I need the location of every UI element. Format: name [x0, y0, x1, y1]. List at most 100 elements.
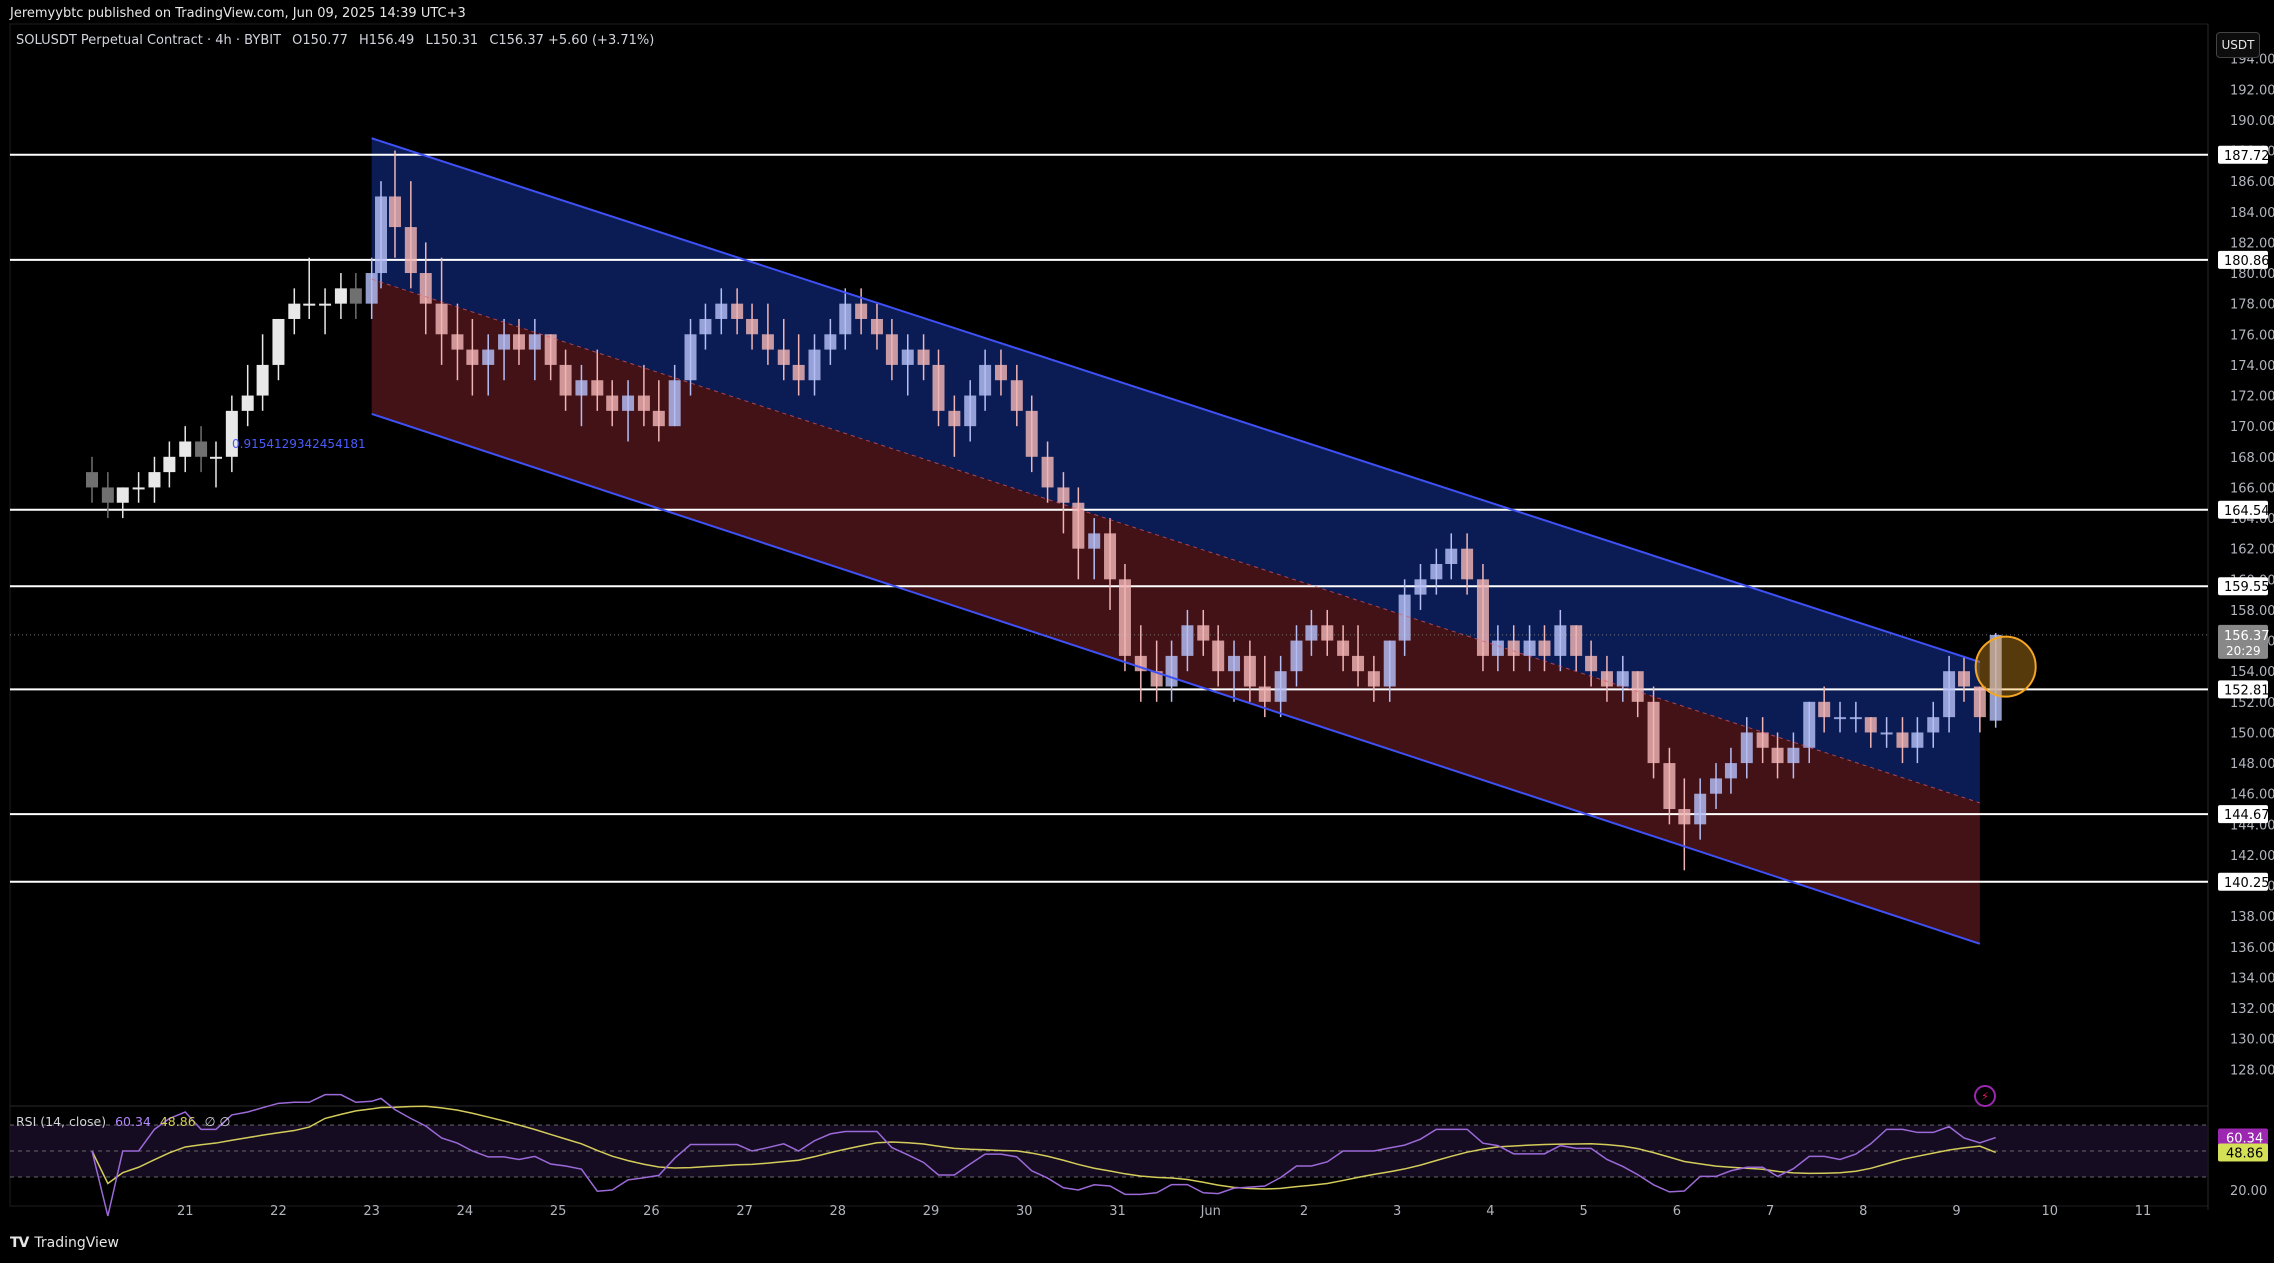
candle-body[interactable] — [1337, 640, 1350, 656]
candle-body[interactable] — [731, 303, 744, 319]
candle-body[interactable] — [715, 303, 728, 319]
candle-body[interactable] — [288, 303, 301, 319]
candle-body[interactable] — [792, 364, 805, 381]
candle-body[interactable] — [1430, 564, 1443, 580]
candle-body[interactable] — [1864, 717, 1877, 733]
candle-body[interactable] — [466, 349, 479, 365]
candle-body[interactable] — [1600, 671, 1613, 687]
candle-body[interactable] — [1943, 671, 1956, 718]
candle-body[interactable] — [241, 395, 254, 411]
candle-body[interactable] — [1911, 732, 1924, 748]
candle-body[interactable] — [591, 380, 604, 396]
candle-body[interactable] — [1445, 548, 1458, 564]
candle-body[interactable] — [1880, 732, 1893, 735]
candle-body[interactable] — [1570, 625, 1583, 656]
candle-body[interactable] — [1258, 686, 1271, 702]
rsi-name[interactable]: RSI (14, close) — [16, 1114, 107, 1129]
candle-body[interactable] — [1476, 579, 1489, 656]
candle-body[interactable] — [1367, 671, 1380, 687]
candle-body[interactable] — [1181, 625, 1194, 656]
candle-body[interactable] — [1818, 701, 1831, 718]
candle-body[interactable] — [319, 303, 332, 306]
candle-body[interactable] — [1118, 579, 1131, 656]
candle-body[interactable] — [225, 410, 238, 457]
candle-body[interactable] — [932, 364, 945, 411]
candle-body[interactable] — [839, 303, 852, 335]
candle-body[interactable] — [1523, 640, 1536, 656]
candle-body[interactable] — [575, 380, 588, 396]
candle-body[interactable] — [761, 334, 774, 350]
candle-body[interactable] — [528, 334, 541, 350]
candle-body[interactable] — [1072, 502, 1085, 549]
candle-body[interactable] — [1927, 717, 1940, 733]
candle-body[interactable] — [375, 196, 388, 274]
rsi-line[interactable] — [91, 1093, 1996, 1217]
candle-body[interactable] — [1104, 533, 1117, 580]
candle-body[interactable] — [684, 334, 697, 381]
candle-body[interactable] — [1740, 732, 1753, 764]
candle-body[interactable] — [498, 334, 511, 350]
candle-body[interactable] — [1165, 655, 1178, 687]
candle-body[interactable] — [435, 303, 448, 335]
candle-body[interactable] — [1694, 793, 1707, 825]
candle-body[interactable] — [419, 273, 432, 304]
candle-body[interactable] — [1197, 625, 1210, 641]
candle-body[interactable] — [901, 349, 914, 365]
candle-body[interactable] — [1710, 778, 1723, 794]
candle-body[interactable] — [1756, 732, 1769, 748]
candle-body[interactable] — [1041, 456, 1054, 488]
candle-body[interactable] — [1414, 579, 1427, 595]
candle-body[interactable] — [637, 395, 650, 411]
candle-body[interactable] — [1678, 809, 1691, 825]
channel-lower-line[interactable] — [371, 412, 1981, 945]
candle-body[interactable] — [349, 288, 362, 304]
candle-body[interactable] — [917, 349, 930, 365]
candle-body[interactable] — [1834, 717, 1847, 720]
candle-body[interactable] — [303, 303, 316, 306]
candle-body[interactable] — [746, 318, 759, 335]
candle-body[interactable] — [1228, 655, 1241, 672]
candle-body[interactable] — [1491, 640, 1504, 656]
candle-body[interactable] — [964, 395, 977, 427]
candle-body[interactable] — [699, 318, 712, 335]
candle-body[interactable] — [979, 364, 992, 396]
candle-body[interactable] — [116, 487, 129, 503]
candle-body[interactable] — [544, 334, 557, 365]
candle-body[interactable] — [1803, 701, 1816, 748]
candle-body[interactable] — [1631, 671, 1644, 702]
currency-button[interactable]: USDT — [2216, 32, 2260, 58]
candle-body[interactable] — [86, 472, 98, 488]
candle-body[interactable] — [855, 303, 868, 319]
candle-body[interactable] — [1989, 634, 2002, 721]
candle-body[interactable] — [1010, 380, 1023, 411]
candle-body[interactable] — [1290, 640, 1303, 672]
candle-body[interactable] — [451, 334, 464, 350]
candle-body[interactable] — [808, 349, 821, 381]
candle-body[interactable] — [1896, 732, 1909, 748]
candle-body[interactable] — [1849, 717, 1862, 720]
candle-body[interactable] — [824, 334, 837, 350]
candle-body[interactable] — [1305, 625, 1318, 641]
candle-body[interactable] — [1787, 747, 1800, 764]
candle-body[interactable] — [1724, 763, 1737, 779]
footer-brand[interactable]: TV TradingView — [10, 1235, 119, 1251]
candle-body[interactable] — [1212, 640, 1225, 672]
candle-body[interactable] — [272, 318, 285, 365]
candle-body[interactable] — [1274, 671, 1287, 702]
candle-body[interactable] — [1771, 747, 1784, 764]
candle-body[interactable] — [1554, 625, 1567, 656]
channel-upper-line[interactable] — [371, 137, 1981, 663]
candle-body[interactable] — [209, 456, 222, 459]
candle-body[interactable] — [559, 364, 572, 396]
candle-body[interactable] — [1150, 671, 1163, 687]
candle-body[interactable] — [148, 472, 161, 488]
candle-body[interactable] — [1057, 487, 1070, 503]
candle-body[interactable] — [777, 349, 790, 365]
candle-body[interactable] — [885, 334, 898, 365]
candle-body[interactable] — [1958, 671, 1971, 687]
candle-body[interactable] — [1663, 763, 1676, 810]
rsi-ma-line[interactable] — [91, 1105, 1996, 1190]
candle-body[interactable] — [1973, 686, 1986, 718]
candle-body[interactable] — [1383, 640, 1396, 687]
